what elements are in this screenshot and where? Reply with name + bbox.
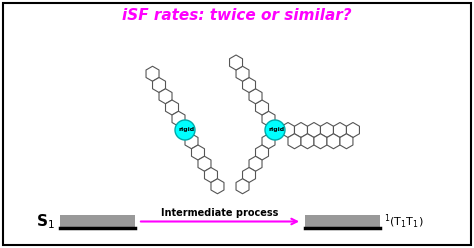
Text: rigid: rigid — [179, 127, 195, 132]
Polygon shape — [185, 134, 198, 149]
Polygon shape — [165, 100, 179, 115]
Polygon shape — [340, 134, 353, 149]
Polygon shape — [301, 134, 314, 149]
Polygon shape — [288, 134, 301, 149]
Polygon shape — [327, 134, 340, 149]
Polygon shape — [308, 123, 320, 137]
Polygon shape — [320, 123, 333, 137]
Text: iSF rates: twice or similar?: iSF rates: twice or similar? — [122, 8, 352, 24]
Polygon shape — [146, 66, 159, 81]
Polygon shape — [204, 167, 218, 183]
Polygon shape — [333, 123, 346, 137]
Polygon shape — [255, 145, 268, 160]
Polygon shape — [314, 134, 327, 149]
Polygon shape — [211, 179, 224, 194]
Circle shape — [175, 120, 195, 140]
Polygon shape — [159, 89, 172, 104]
Polygon shape — [282, 123, 294, 137]
Polygon shape — [198, 156, 211, 171]
Text: $^1$(T$_1$T$_1$): $^1$(T$_1$T$_1$) — [384, 212, 423, 231]
Polygon shape — [179, 123, 191, 137]
Polygon shape — [243, 167, 255, 183]
Bar — [60, 215, 135, 228]
Text: S$_1$: S$_1$ — [36, 212, 55, 231]
Polygon shape — [191, 145, 204, 160]
Polygon shape — [346, 123, 359, 137]
Polygon shape — [229, 55, 243, 70]
Polygon shape — [236, 179, 249, 194]
Polygon shape — [262, 111, 275, 126]
Polygon shape — [172, 111, 185, 126]
Polygon shape — [236, 66, 249, 81]
Polygon shape — [262, 134, 275, 149]
Text: Intermediate process: Intermediate process — [161, 209, 279, 218]
Polygon shape — [255, 100, 268, 115]
Polygon shape — [243, 77, 255, 93]
Polygon shape — [153, 77, 165, 93]
Bar — [305, 215, 380, 228]
Polygon shape — [249, 156, 262, 171]
Circle shape — [265, 120, 285, 140]
Polygon shape — [249, 89, 262, 104]
Text: rigid: rigid — [269, 127, 285, 132]
Polygon shape — [294, 123, 308, 137]
